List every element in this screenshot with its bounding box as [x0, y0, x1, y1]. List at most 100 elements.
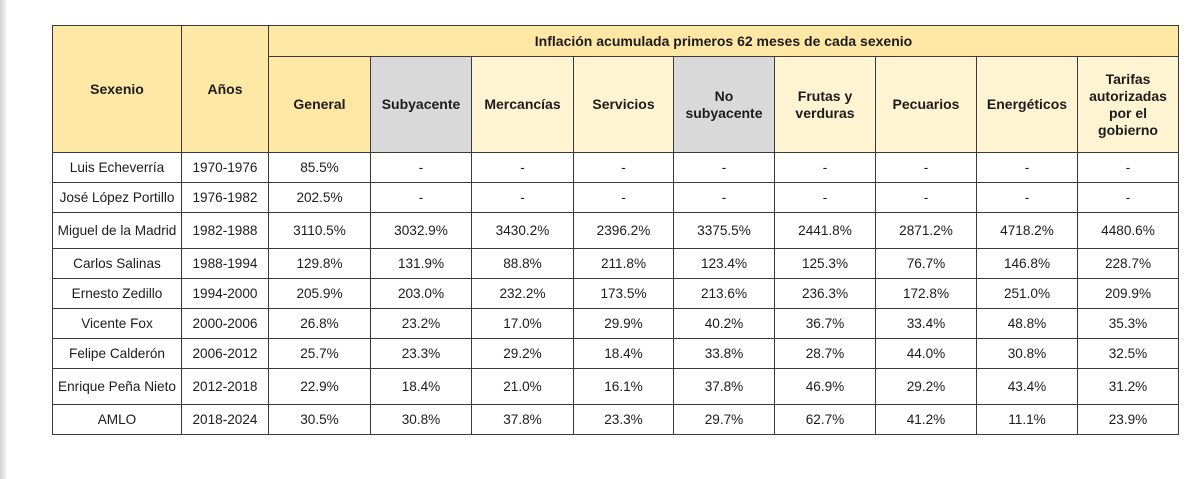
cell-value: 37.8%	[673, 368, 775, 405]
cell-anios: 2018-2024	[181, 404, 269, 435]
header-tarifas: Tarifas autorizadas por el gobierno	[1077, 56, 1179, 153]
cell-sexenio: Luis Echeverría	[52, 152, 182, 183]
cell-value: 209.9%	[1077, 278, 1179, 309]
cell-sexenio: Felipe Calderón	[52, 338, 182, 369]
cell-value: 85.5%	[268, 152, 371, 183]
cell-value: 41.2%	[875, 404, 977, 435]
cell-value: 2441.8%	[774, 212, 876, 249]
cell-value: 46.9%	[774, 368, 876, 405]
cell-value: 23.3%	[573, 404, 674, 435]
cell-value: 203.0%	[370, 278, 472, 309]
cell-value: 251.0%	[976, 278, 1078, 309]
table-row: Miguel de la Madrid 1982-1988 3110.5% 30…	[52, 212, 1179, 249]
cell-sexenio: Enrique Peña Nieto	[52, 368, 182, 405]
cell-value: 30.8%	[976, 338, 1078, 369]
header-frutas-verduras: Frutas y verduras	[774, 56, 876, 153]
cell-value: 17.0%	[471, 308, 574, 339]
cell-value: 205.9%	[268, 278, 371, 309]
table-row: Felipe Calderón 2006-2012 25.7% 23.3% 29…	[52, 338, 1179, 369]
cell-value: 25.7%	[268, 338, 371, 369]
cell-value: 62.7%	[774, 404, 876, 435]
cell-value: 23.2%	[370, 308, 472, 339]
header-anios: Años	[181, 25, 269, 153]
cell-sexenio: José López Portillo	[52, 182, 182, 213]
cell-value: 2871.2%	[875, 212, 977, 249]
cell-value: 2396.2%	[573, 212, 674, 249]
table-title: Inflación acumulada primeros 62 meses de…	[268, 25, 1179, 57]
cell-value: 18.4%	[370, 368, 472, 405]
cell-value: 211.8%	[573, 248, 674, 279]
cell-anios: 2006-2012	[181, 338, 269, 369]
cell-value: 29.2%	[471, 338, 574, 369]
cell-value: 131.9%	[370, 248, 472, 279]
cell-value: 228.7%	[1077, 248, 1179, 279]
cell-value: 22.9%	[268, 368, 371, 405]
header-pecuarios: Pecuarios	[875, 56, 977, 153]
cell-value: -	[471, 182, 574, 213]
cell-value: -	[774, 152, 876, 183]
cell-value: 123.4%	[673, 248, 775, 279]
cell-anios: 1970-1976	[181, 152, 269, 183]
table-row: AMLO 2018-2024 30.5% 30.8% 37.8% 23.3% 2…	[52, 404, 1179, 435]
cell-value: -	[976, 182, 1078, 213]
cell-value: 43.4%	[976, 368, 1078, 405]
cell-value: -	[370, 152, 472, 183]
cell-value: 3430.2%	[471, 212, 574, 249]
cell-value: 236.3%	[774, 278, 876, 309]
cell-anios: 2012-2018	[181, 368, 269, 405]
cell-value: 4718.2%	[976, 212, 1078, 249]
table-row: Carlos Salinas 1988-1994 129.8% 131.9% 8…	[52, 248, 1179, 279]
cell-value: -	[673, 182, 775, 213]
cell-sexenio: Ernesto Zedillo	[52, 278, 182, 309]
cell-value: 26.8%	[268, 308, 371, 339]
cell-value: 30.8%	[370, 404, 472, 435]
cell-anios: 1976-1982	[181, 182, 269, 213]
cell-value: 3110.5%	[268, 212, 371, 249]
cell-value: 33.8%	[673, 338, 775, 369]
header-subyacente: Subyacente	[370, 56, 472, 153]
cell-value: 172.8%	[875, 278, 977, 309]
cell-value: 21.0%	[471, 368, 574, 405]
cell-value: 32.5%	[1077, 338, 1179, 369]
cell-value: 29.7%	[673, 404, 775, 435]
cell-anios: 1982-1988	[181, 212, 269, 249]
table-row: José López Portillo 1976-1982 202.5% - -…	[52, 182, 1179, 213]
header-mercancias: Mercancías	[471, 56, 574, 153]
header-general: General	[268, 56, 371, 153]
cell-value: 18.4%	[573, 338, 674, 369]
cell-value: 76.7%	[875, 248, 977, 279]
cell-value: 125.3%	[774, 248, 876, 279]
cell-value: 3375.5%	[673, 212, 775, 249]
cell-value: 31.2%	[1077, 368, 1179, 405]
cell-value: 3032.9%	[370, 212, 472, 249]
cell-value: 23.3%	[370, 338, 472, 369]
cell-value: 202.5%	[268, 182, 371, 213]
cell-value: 232.2%	[471, 278, 574, 309]
header-energeticos: Energéticos	[976, 56, 1078, 153]
cell-value: 37.8%	[471, 404, 574, 435]
cell-value: 44.0%	[875, 338, 977, 369]
cell-value: 33.4%	[875, 308, 977, 339]
header-no-subyacente: No subyacente	[673, 56, 775, 153]
cell-value: 29.9%	[573, 308, 674, 339]
cell-value: -	[471, 152, 574, 183]
cell-sexenio: Vicente Fox	[52, 308, 182, 339]
cell-value: 213.6%	[673, 278, 775, 309]
cell-value: 16.1%	[573, 368, 674, 405]
cell-value: -	[370, 182, 472, 213]
cell-value: 173.5%	[573, 278, 674, 309]
header-servicios: Servicios	[573, 56, 674, 153]
header-sexenio: Sexenio	[52, 25, 182, 153]
cell-sexenio: Carlos Salinas	[52, 248, 182, 279]
cell-anios: 1994-2000	[181, 278, 269, 309]
cell-value: -	[1077, 152, 1179, 183]
table-row: Vicente Fox 2000-2006 26.8% 23.2% 17.0% …	[52, 308, 1179, 339]
cell-sexenio: Miguel de la Madrid	[52, 212, 182, 249]
left-edge-shadow	[0, 0, 6, 479]
inflation-table: Sexenio Años Inflación acumulada primero…	[52, 25, 1179, 435]
cell-value: -	[673, 152, 775, 183]
cell-value: 146.8%	[976, 248, 1078, 279]
cell-value: -	[774, 182, 876, 213]
cell-sexenio: AMLO	[52, 404, 182, 435]
cell-value: -	[573, 182, 674, 213]
